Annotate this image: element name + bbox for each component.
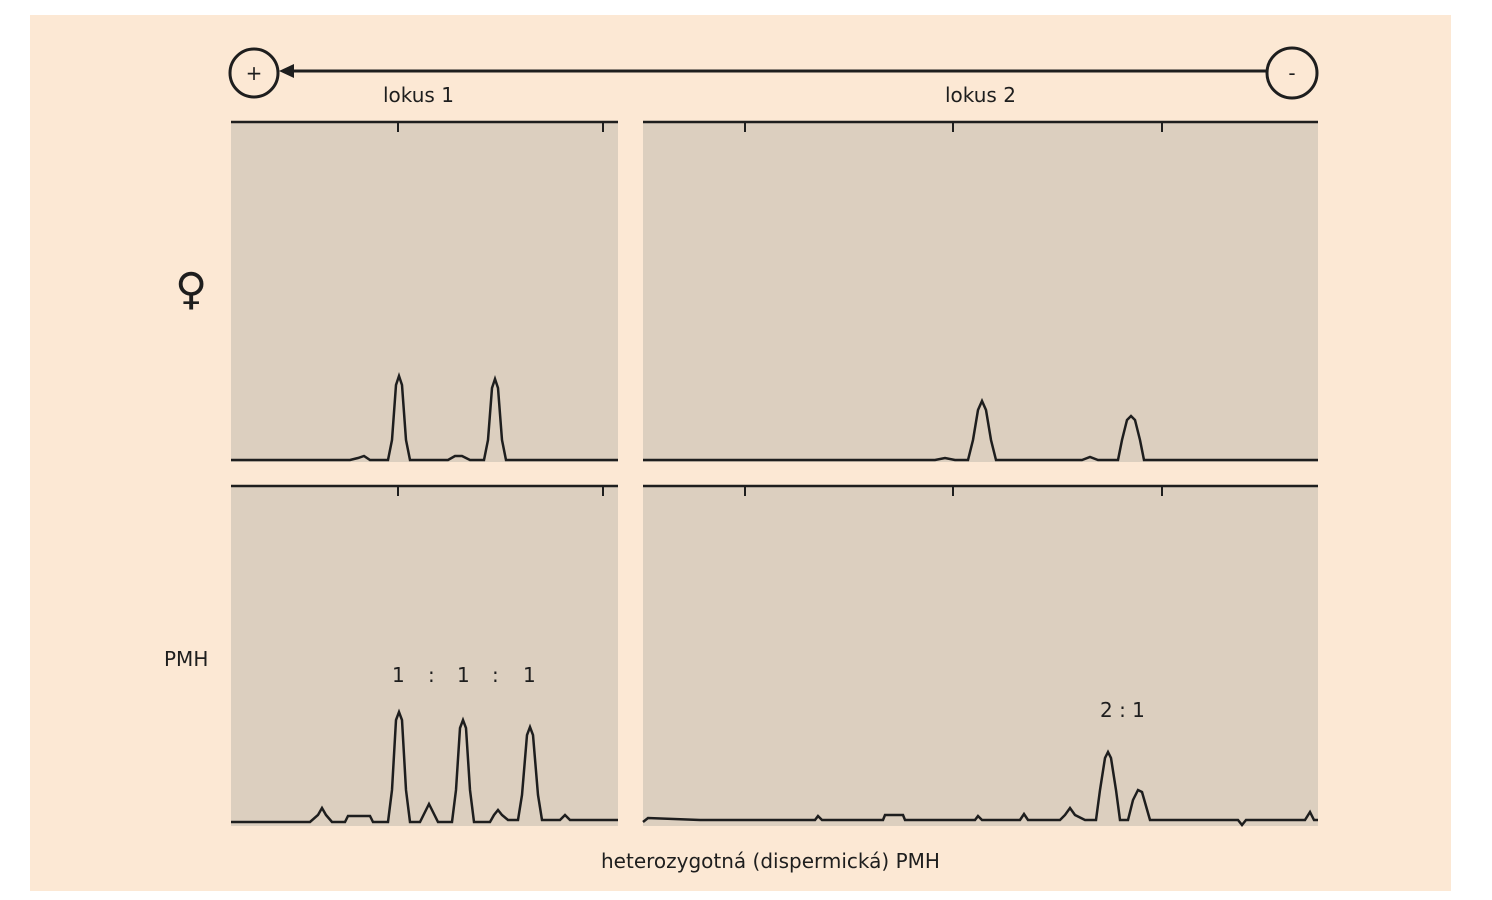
ratio-locus1-colon-2: : — [492, 663, 499, 687]
ratio-locus2: 2 : 1 — [1100, 698, 1145, 722]
ratio-locus1-colon-1: : — [428, 663, 435, 687]
locus1-label: lokus 1 — [383, 83, 454, 107]
panel-pmh-locus2 — [642, 484, 1318, 828]
trace-pmh-locus2 — [642, 749, 1318, 828]
trace-pmh-locus1 — [231, 708, 618, 824]
female-symbol-label: ♀ — [175, 264, 208, 315]
cathode-circle — [1265, 46, 1319, 100]
trace-female-locus2 — [643, 397, 1318, 462]
cathode-symbol: - — [1288, 61, 1296, 85]
anode-circle — [228, 47, 280, 99]
pmh-row-label: PMH — [164, 647, 209, 671]
panel-pmh-locus1 — [231, 484, 618, 826]
panel-female-locus2 — [643, 120, 1318, 462]
ratio-locus1-value-2: 1 — [457, 663, 470, 687]
trace-female-locus1 — [231, 372, 618, 462]
ratio-locus1-value-3: 1 — [523, 663, 536, 687]
locus2-label: lokus 2 — [945, 83, 1016, 107]
migration-arrow-head — [279, 64, 294, 78]
ratio-locus1-value-1: 1 — [392, 663, 405, 687]
figure-caption: heterozygotná (dispermická) PMH — [601, 849, 940, 873]
anode-symbol: + — [245, 61, 263, 85]
panel-female-locus1 — [231, 120, 618, 462]
